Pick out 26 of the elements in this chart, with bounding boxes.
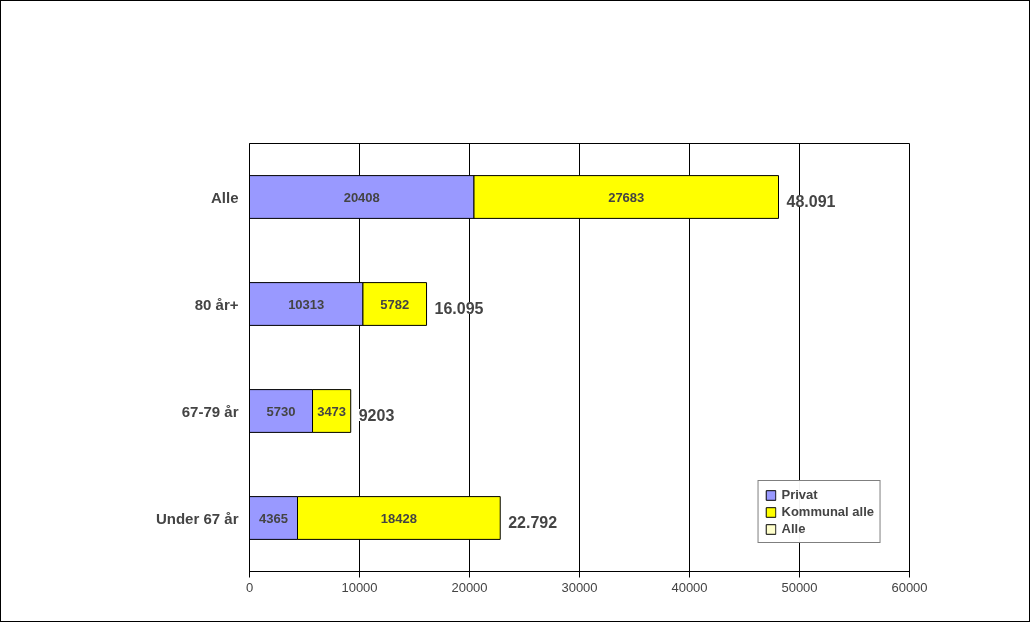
y-tick-label: Alle xyxy=(210,188,239,206)
y-tick-label: Under 67 år xyxy=(155,509,239,527)
y-tick-label: 80 år+ xyxy=(194,295,239,313)
x-tick-label: 50000 xyxy=(781,579,818,595)
data-label: 10313 xyxy=(288,296,325,312)
data-label: 20408 xyxy=(343,189,380,205)
data-label: 5782 xyxy=(380,296,410,312)
total-label: 9203 xyxy=(358,407,395,424)
data-label: 5730 xyxy=(266,403,296,419)
total-label: 16.095 xyxy=(434,300,484,317)
x-tick-label: 0 xyxy=(245,579,254,595)
data-label: 4365 xyxy=(259,510,288,526)
data-label: 27683 xyxy=(608,189,645,205)
x-tick-label: 60000 xyxy=(891,579,928,595)
x-tick-label: 30000 xyxy=(561,579,598,595)
x-tick-label: 10000 xyxy=(341,579,378,595)
total-label: 48.091 xyxy=(786,193,836,210)
x-tick-label: 40000 xyxy=(671,579,708,595)
total-label: 22.792 xyxy=(508,514,558,531)
y-tick-label: 67-79 år xyxy=(181,402,239,420)
legend-label: Privat xyxy=(781,487,818,502)
legend-label: Alle xyxy=(781,521,806,536)
data-label: 18428 xyxy=(380,510,417,526)
legend-label: Kommunal alle xyxy=(781,504,874,519)
data-label: 3473 xyxy=(317,403,347,419)
x-tick-label: 20000 xyxy=(451,579,488,595)
